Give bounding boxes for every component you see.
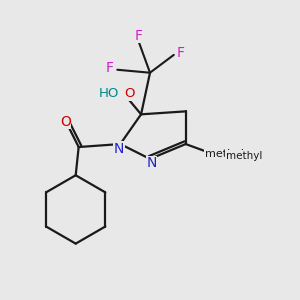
Text: HO: HO [98,87,119,100]
Text: O: O [60,115,71,129]
Text: F: F [176,46,184,60]
Text: F: F [135,28,143,43]
Text: methyl: methyl [226,151,262,161]
Text: O: O [124,87,134,100]
Text: N: N [146,156,157,170]
Text: F: F [106,61,114,75]
Text: N: N [114,142,124,155]
Text: methyl: methyl [205,149,244,160]
